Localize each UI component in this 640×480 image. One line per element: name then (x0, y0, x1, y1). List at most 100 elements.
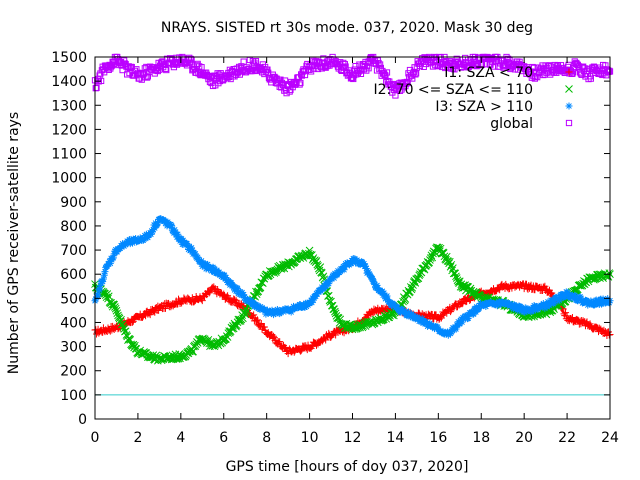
data-point (148, 228, 156, 236)
x-tick-label: 22 (558, 430, 576, 446)
y-tick-label: 1000 (51, 171, 87, 187)
data-point (191, 342, 200, 351)
data-point (472, 308, 480, 316)
data-point (151, 224, 159, 232)
data-point (96, 286, 104, 294)
data-point (129, 317, 137, 325)
data-point (101, 268, 109, 276)
data-point (371, 281, 379, 289)
data-point (353, 256, 361, 264)
data-point (190, 298, 198, 306)
data-point (606, 67, 613, 74)
data-point (174, 230, 182, 238)
data-point (452, 325, 460, 333)
x-tick-label: 12 (344, 430, 362, 446)
data-point (105, 260, 113, 268)
data-point (591, 301, 599, 309)
y-tick-label: 100 (60, 388, 87, 404)
data-point (225, 278, 233, 286)
data-point (317, 287, 325, 295)
x-tick-label: 18 (472, 430, 490, 446)
data-point (383, 292, 391, 300)
data-point (106, 257, 114, 265)
data-point (370, 278, 378, 286)
data-point (240, 58, 247, 65)
data-point (430, 314, 438, 322)
data-point (518, 303, 526, 311)
data-point (352, 259, 360, 267)
data-point (374, 284, 382, 292)
legend-label: I1: SZA < 70 (444, 65, 533, 81)
data-point (222, 274, 230, 282)
data-point (592, 323, 600, 331)
data-point (450, 324, 458, 332)
data-point (380, 289, 388, 297)
series-2 (91, 243, 614, 365)
data-point (362, 262, 370, 270)
data-point (408, 283, 417, 292)
data-point (427, 321, 435, 329)
data-point (319, 272, 328, 281)
data-point (414, 274, 423, 283)
x-tick-label: 6 (219, 430, 228, 446)
data-point (412, 71, 419, 78)
data-point (184, 349, 193, 358)
data-point (112, 306, 121, 315)
data-point (144, 73, 152, 80)
data-point (391, 302, 399, 310)
data-point (147, 230, 155, 238)
data-point (287, 308, 295, 316)
data-point (155, 306, 163, 314)
data-point (562, 309, 570, 317)
data-point (521, 308, 529, 316)
data-point (187, 55, 194, 63)
data-point (276, 338, 284, 346)
x-tick-label: 0 (91, 430, 100, 446)
chart-title: NRAYS. SISTED rt 30s mode. 037, 2020. Ma… (161, 20, 533, 36)
data-point (106, 259, 114, 267)
legend-marker (565, 68, 573, 76)
data-point (394, 303, 402, 311)
y-tick-label: 400 (60, 315, 87, 331)
data-point (120, 324, 128, 333)
data-point (459, 299, 467, 307)
y-tick-label: 0 (78, 412, 87, 428)
data-point (332, 331, 340, 339)
data-point (422, 318, 430, 326)
data-point (580, 63, 587, 70)
data-point (562, 288, 570, 296)
data-point (565, 102, 573, 110)
data-point (365, 65, 372, 72)
data-point (113, 248, 121, 256)
data-point (383, 69, 391, 76)
data-point (234, 285, 242, 293)
data-point (308, 299, 316, 307)
x-tick-label: 2 (133, 430, 142, 446)
data-point (234, 290, 242, 298)
y-tick-label: 1200 (51, 122, 87, 138)
data-point (253, 316, 261, 324)
data-point (139, 235, 147, 243)
data-point (381, 295, 389, 303)
data-point (528, 307, 536, 315)
data-point (250, 311, 258, 319)
data-point (313, 290, 321, 298)
data-point (550, 299, 558, 307)
data-point (111, 247, 119, 255)
data-point (99, 278, 107, 286)
data-point (292, 80, 299, 87)
legend-marker (565, 119, 573, 127)
x-tick-label: 8 (262, 430, 271, 446)
legend-label: I3: SZA > 110 (435, 99, 533, 115)
data-point (242, 308, 251, 317)
legend-label: I2: 70 <= SZA <= 110 (373, 82, 533, 98)
data-point (447, 308, 455, 316)
data-point (129, 239, 137, 247)
data-point (171, 226, 179, 234)
data-point (360, 260, 368, 268)
data-point (565, 119, 573, 127)
data-point (511, 302, 519, 310)
data-point (366, 271, 374, 279)
data-point (100, 271, 108, 279)
